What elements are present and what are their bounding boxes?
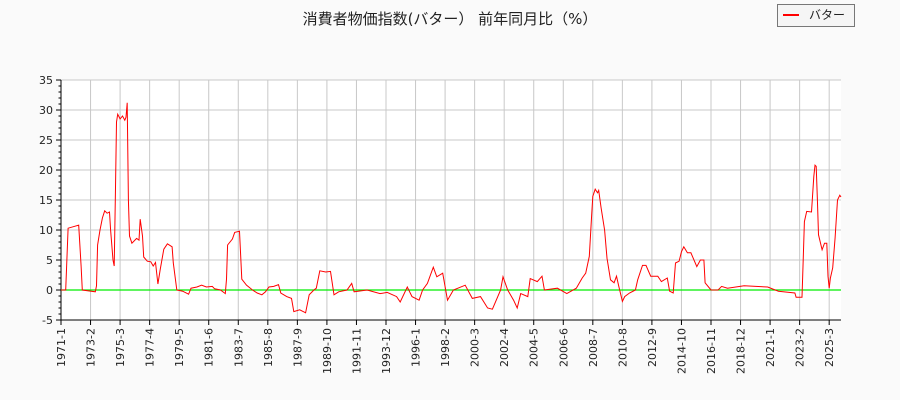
- x-tick-label: 1985-8: [262, 328, 275, 367]
- x-tick-label: 2002-4: [498, 328, 511, 367]
- x-tick-label: 1983-7: [232, 328, 245, 367]
- y-axis: -5 0 5 10 15 20 25 30 35: [39, 74, 62, 327]
- series-line-butter: [61, 102, 842, 314]
- x-tick-label: 2023-2: [794, 328, 807, 367]
- x-tick-label: 1991-11: [350, 328, 363, 374]
- x-tick-label: 1981-6: [203, 328, 216, 367]
- legend: バター: [777, 4, 855, 27]
- x-tick-label: 2006-6: [557, 328, 570, 367]
- x-tick-label: 2010-8: [616, 328, 629, 367]
- x-axis: 1971-1 1973-2 1975-3 1977-4 1979-5 1981-6 1983…: [55, 319, 841, 374]
- legend-box: [777, 4, 855, 27]
- y-tick-label: 35: [39, 74, 53, 87]
- x-tick-label: 2000-3: [469, 328, 482, 367]
- y-tick-label: 10: [39, 224, 53, 237]
- x-tick-label: 1996-1: [410, 328, 423, 367]
- x-tick-label: 1975-3: [114, 328, 127, 367]
- x-tick-label: 2025-3: [823, 328, 836, 367]
- x-tick-label: 1998-2: [439, 328, 452, 367]
- y-tick-label: 15: [39, 194, 53, 207]
- x-tick-label: 1979-5: [173, 328, 186, 367]
- x-tick-label: 2016-11: [705, 328, 718, 374]
- x-tick-label: 1993-12: [380, 328, 393, 374]
- y-tick-label: -5: [42, 314, 53, 327]
- y-tick-label: 20: [39, 164, 53, 177]
- x-tick-label: 2018-12: [735, 328, 748, 374]
- x-tick-label: 2021-1: [764, 328, 777, 367]
- x-tick-label: 1987-9: [291, 328, 304, 367]
- y-tick-label: 30: [39, 104, 53, 117]
- x-tick-label: 1977-4: [144, 328, 157, 367]
- x-tick-label: 2004-5: [528, 328, 541, 367]
- y-tick-label: 25: [39, 134, 53, 147]
- chart-title: 消費者物価指数(バター） 前年同月比（%）: [303, 10, 598, 28]
- y-tick-label: 5: [46, 254, 53, 267]
- x-tick-label: 2008-7: [587, 328, 600, 367]
- x-tick-label: 2012-9: [646, 328, 659, 367]
- x-tick-label: 2014-10: [675, 328, 688, 374]
- x-tick-label: 1989-10: [321, 328, 334, 374]
- y-tick-label: 0: [46, 284, 53, 297]
- x-tick-label: 1973-2: [85, 328, 98, 367]
- x-tick-label: 1971-1: [55, 328, 68, 367]
- legend-label: バター: [809, 8, 845, 22]
